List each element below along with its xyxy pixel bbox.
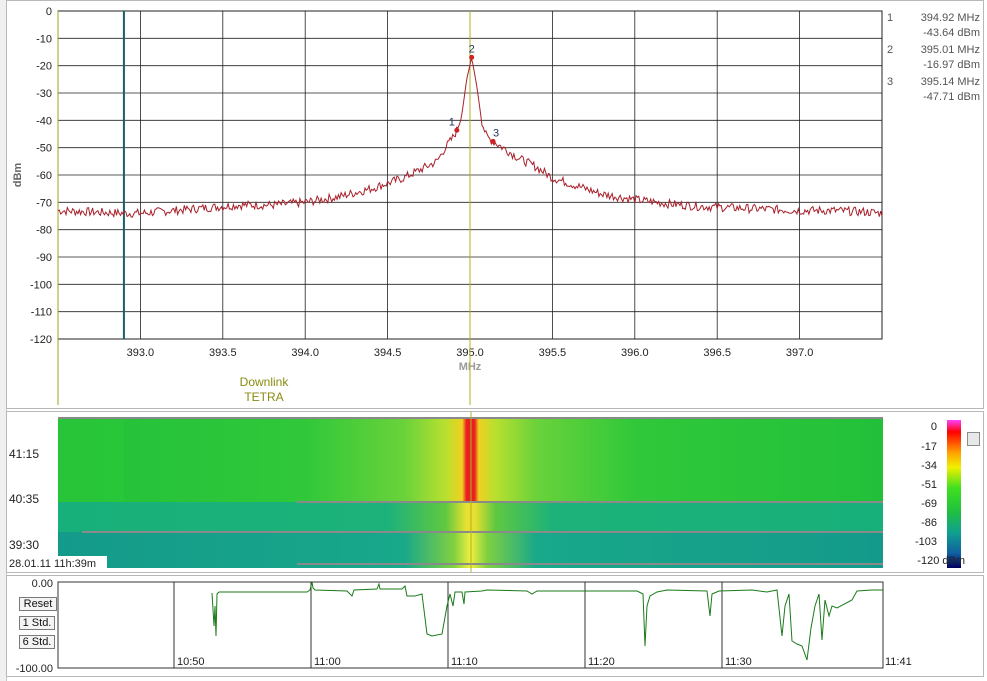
color-scale-label: -17	[921, 441, 937, 453]
x-tick-label: 394.0	[291, 347, 319, 359]
marker-point	[490, 138, 496, 144]
waterfall-time-label: 41:15	[9, 447, 39, 461]
color-scale-label: -34	[921, 460, 937, 472]
waterfall-display: 41:15 40:35 39:30 28.01.11 11h:39m 0 -17…	[7, 412, 965, 572]
y-tick-label: -40	[36, 115, 52, 127]
y-axis-label: dBm	[12, 163, 24, 188]
y-tick-label: -90	[36, 252, 52, 264]
spectrum-trace	[57, 56, 883, 218]
color-scale-scroll-thumb[interactable]	[967, 432, 980, 446]
marker-label: 2	[469, 43, 475, 55]
legend-level: -47.71 dBm	[923, 91, 980, 103]
band-label-line1: Downlink	[240, 375, 290, 389]
legend-frequency: 395.14 MHz	[921, 76, 980, 88]
y-tick-label: -100	[30, 279, 52, 291]
history-plot-area	[57, 581, 884, 669]
x-tick-label: 396.5	[703, 347, 731, 359]
y-tick-label: -120	[30, 334, 52, 346]
color-scale-label: -103	[915, 536, 937, 548]
spectrum-chart: 0 -10 -20 -30 -40 -50 -60 -70 -80 -90 -100 -110 -120…	[12, 6, 980, 405]
color-scale-label: -51	[921, 479, 937, 491]
legend-level: -16.97 dBm	[923, 59, 980, 71]
x-tick-label: 397.0	[786, 347, 814, 359]
history-time-label: 11:10	[451, 656, 478, 668]
y-tick-label: -80	[36, 225, 52, 237]
history-y-label: -100.00	[16, 663, 53, 675]
x-tick-label: 393.5	[209, 347, 237, 359]
y-tick-label: -60	[36, 170, 52, 182]
color-scale-label: -86	[921, 517, 937, 529]
x-tick-label: 394.5	[374, 347, 402, 359]
y-tick-label: -30	[36, 88, 52, 100]
legend-frequency: 395.01 MHz	[921, 44, 980, 56]
band-label-line2: TETRA	[244, 390, 283, 404]
color-scale-label: -69	[921, 498, 937, 510]
y-tick-label: 0	[46, 6, 52, 18]
history-y-label: 0.00	[32, 578, 53, 590]
history-time-label: 11:41	[885, 656, 912, 668]
waterfall-date-label: 28.01.11 11h:39m	[9, 558, 96, 570]
history-time-label: 11:00	[314, 656, 341, 668]
x-tick-label: 395.5	[539, 347, 567, 359]
y-tick-label: -110	[31, 307, 52, 319]
history-time-label: 10:50	[177, 656, 205, 668]
legend-marker-number: 3	[887, 76, 893, 88]
marker-point	[469, 54, 475, 60]
history-time-label: 11:30	[725, 656, 752, 668]
legend-marker-number: 1	[887, 12, 893, 24]
history-time-label: 11:20	[588, 656, 615, 668]
history-trace	[211, 581, 883, 661]
date-label-bg	[7, 556, 107, 570]
legend-level: -43.64 dBm	[923, 27, 980, 39]
y-tick-label: -50	[36, 143, 52, 155]
waterfall-time-label: 39:30	[9, 538, 39, 552]
x-tick-label: 396.0	[621, 347, 649, 359]
history-chart: 0.00 -100.00 10:50 11:00 11:10 11:20 11:30 11:4…	[16, 578, 912, 675]
six-std-button[interactable]: 6 Std.	[19, 635, 55, 649]
y-tick-label: -70	[36, 197, 52, 209]
legend-frequency: 394.92 MHz	[921, 12, 980, 24]
spectrum-panel: 0 -10 -20 -30 -40 -50 -60 -70 -80 -90 -100 -110 -120…	[6, 0, 984, 409]
color-scale-bar	[947, 420, 961, 568]
history-panel: 0.00 -100.00 10:50 11:00 11:10 11:20 11:30 11:4…	[6, 575, 984, 677]
one-std-button[interactable]: 1 Std.	[19, 616, 55, 630]
marker-label: 3	[493, 127, 499, 139]
y-tick-label: -20	[36, 61, 52, 73]
y-tick-label: -10	[36, 33, 52, 45]
marker-point	[454, 127, 460, 133]
reset-button[interactable]: Reset	[19, 597, 57, 611]
marker-label: 1	[449, 116, 455, 128]
waterfall-panel: 41:15 40:35 39:30 28.01.11 11h:39m 0 -17…	[6, 411, 984, 573]
waterfall-time-label: 40:35	[9, 492, 39, 506]
x-tick-label: 393.0	[127, 347, 155, 359]
color-scale-label: 0	[931, 421, 937, 433]
legend-marker-number: 2	[887, 44, 893, 56]
color-scale-label: -120 dBm	[917, 555, 965, 567]
